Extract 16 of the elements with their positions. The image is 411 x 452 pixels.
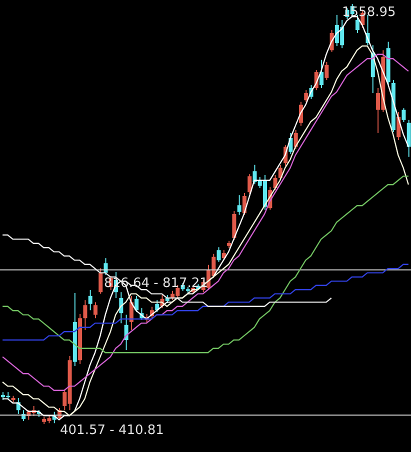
- candlestick: [294, 130, 298, 150]
- candlestick: [402, 108, 406, 123]
- candlestick: [304, 90, 308, 102]
- candlestick: [83, 300, 88, 330]
- candlestick: [134, 295, 139, 312]
- candlestick: [98, 268, 103, 294]
- candlestick: [248, 174, 252, 194]
- candlestick: [320, 59, 324, 88]
- annotation: 401.57 - 410.81: [60, 423, 164, 438]
- candlestick: [216, 246, 221, 262]
- candlestick: [406, 119, 411, 158]
- candlestick: [93, 302, 98, 319]
- candlestick: [232, 210, 236, 241]
- candlestick: [324, 61, 329, 81]
- candlestick: [237, 194, 242, 216]
- candlestick: [88, 290, 92, 311]
